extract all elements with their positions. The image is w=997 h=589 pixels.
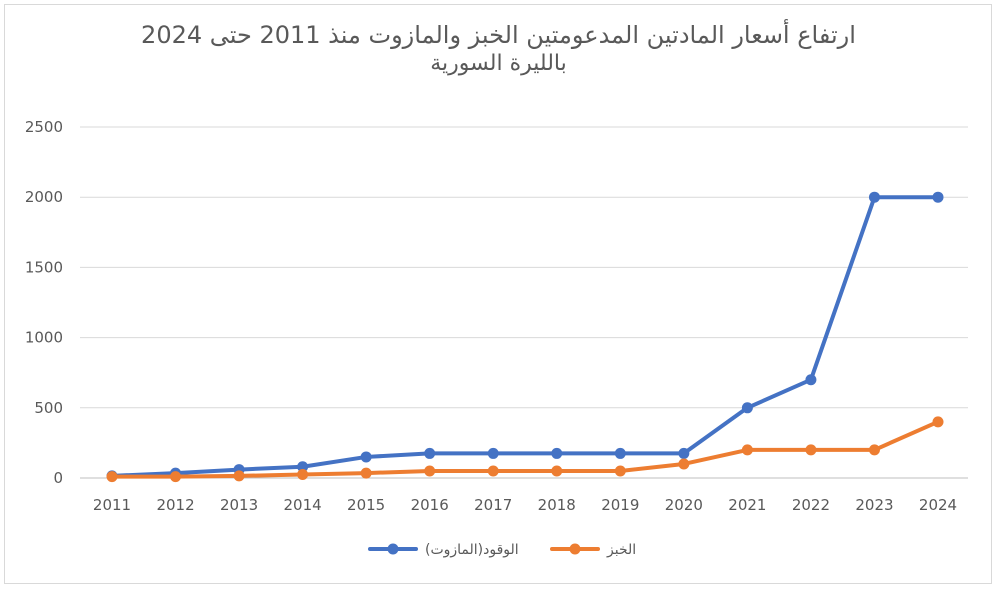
data-point-2 (932, 416, 944, 428)
x-tick-label: 2020 (665, 496, 703, 514)
data-point-2 (106, 471, 118, 483)
y-tick-label: 0 (53, 469, 63, 487)
data-point-1 (360, 451, 372, 463)
legend-marker-2 (569, 543, 581, 555)
data-point-2 (170, 471, 182, 483)
data-point-1 (805, 374, 817, 386)
data-point-1 (932, 191, 944, 203)
x-tick-label: 2015 (347, 496, 385, 514)
x-tick-label: 2017 (474, 496, 512, 514)
x-tick-label: 2014 (284, 496, 322, 514)
legend-marker-1 (387, 543, 399, 555)
data-point-2 (360, 467, 372, 479)
data-point-2 (678, 458, 690, 470)
data-point-2 (614, 465, 626, 477)
legend-label-1: الوقود(المازوت) (425, 542, 519, 558)
data-point-1 (551, 447, 563, 459)
series-line-1 (110, 195, 940, 478)
data-point-1 (741, 402, 753, 414)
data-point-2 (424, 465, 436, 477)
legend-label-2: الخبز (606, 542, 636, 558)
y-tick-label: 500 (34, 399, 63, 417)
series-line-2 (110, 419, 940, 479)
y-tick-label: 2500 (25, 118, 63, 136)
data-point-1 (487, 447, 499, 459)
data-point-1 (868, 191, 880, 203)
chart-title-line2: بالليرة السورية (430, 51, 567, 76)
x-tick-label: 2023 (855, 496, 893, 514)
chart-frame (4, 4, 992, 584)
x-tick-label: 2016 (411, 496, 449, 514)
data-point-1 (297, 461, 309, 473)
y-tick-label: 1000 (25, 329, 63, 347)
data-point-2 (741, 444, 753, 456)
x-tick-label: 2021 (728, 496, 766, 514)
data-point-1 (678, 447, 690, 459)
x-tick-label: 2012 (156, 496, 194, 514)
data-point-2 (805, 444, 817, 456)
data-point-2 (233, 470, 245, 482)
y-tick-label: 1500 (25, 258, 63, 276)
y-tick-label: 2000 (25, 188, 63, 206)
x-tick-label: 2024 (919, 496, 957, 514)
x-tick-label: 2018 (538, 496, 576, 514)
x-tick-label: 2011 (93, 496, 131, 514)
chart-title-line1: ارتفاع أسعار المادتين المدعومتين الخبز و… (141, 21, 856, 49)
data-point-1 (614, 447, 626, 459)
data-point-1 (424, 447, 436, 459)
data-point-2 (551, 465, 563, 477)
chart-title: ارتفاع أسعار المادتين المدعومتين الخبز و… (0, 20, 997, 78)
x-tick-label: 2022 (792, 496, 830, 514)
data-point-2 (868, 444, 880, 456)
data-point-2 (297, 468, 309, 480)
data-point-2 (487, 465, 499, 477)
x-tick-label: 2013 (220, 496, 258, 514)
x-tick-label: 2019 (601, 496, 639, 514)
